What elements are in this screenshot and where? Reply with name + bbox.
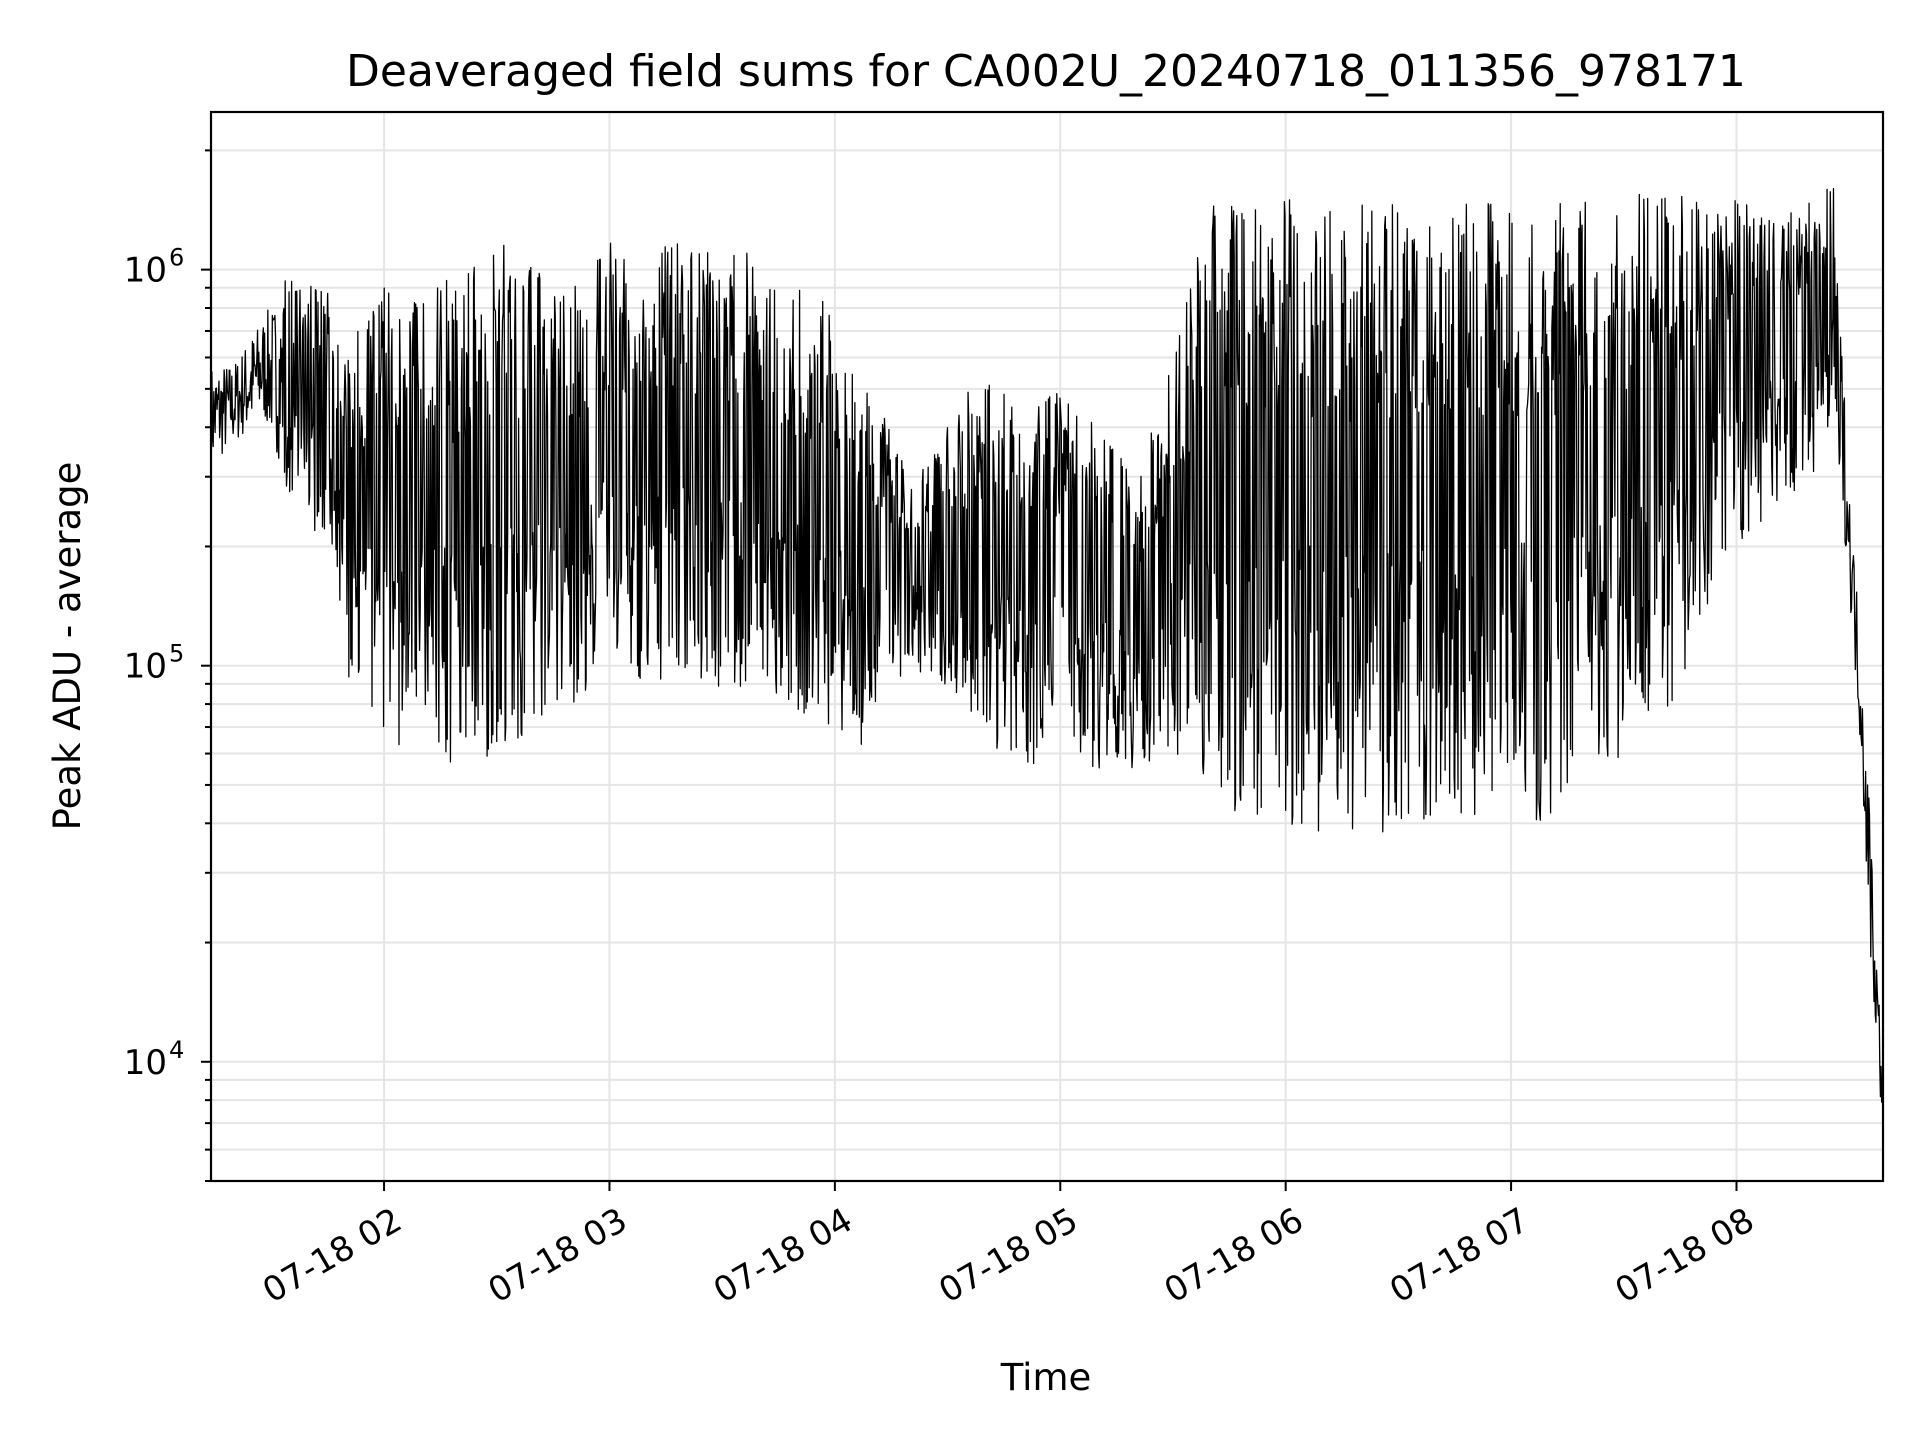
y-tick-base: 10 [124, 251, 167, 291]
y-axis-label: Peak ADU - average [46, 462, 89, 831]
data-line [210, 188, 1884, 1103]
y-tick-label: 10 5 [124, 640, 185, 687]
y-tick-label: 10 6 [124, 244, 185, 291]
y-tick-base: 10 [124, 647, 167, 687]
y-tick-exponent: 5 [169, 640, 184, 668]
chart-title: Deaveraged field sums for CA002U_2024071… [346, 46, 1746, 97]
y-tick-label: 10 4 [124, 1036, 185, 1083]
plot-frame [209, 110, 1885, 1183]
x-axis-label: Time [1000, 1356, 1092, 1399]
y-tick-exponent: 6 [169, 244, 184, 272]
y-tick-exponent: 4 [169, 1036, 184, 1064]
y-tick-base: 10 [124, 1043, 167, 1083]
series-line [210, 188, 1884, 1103]
